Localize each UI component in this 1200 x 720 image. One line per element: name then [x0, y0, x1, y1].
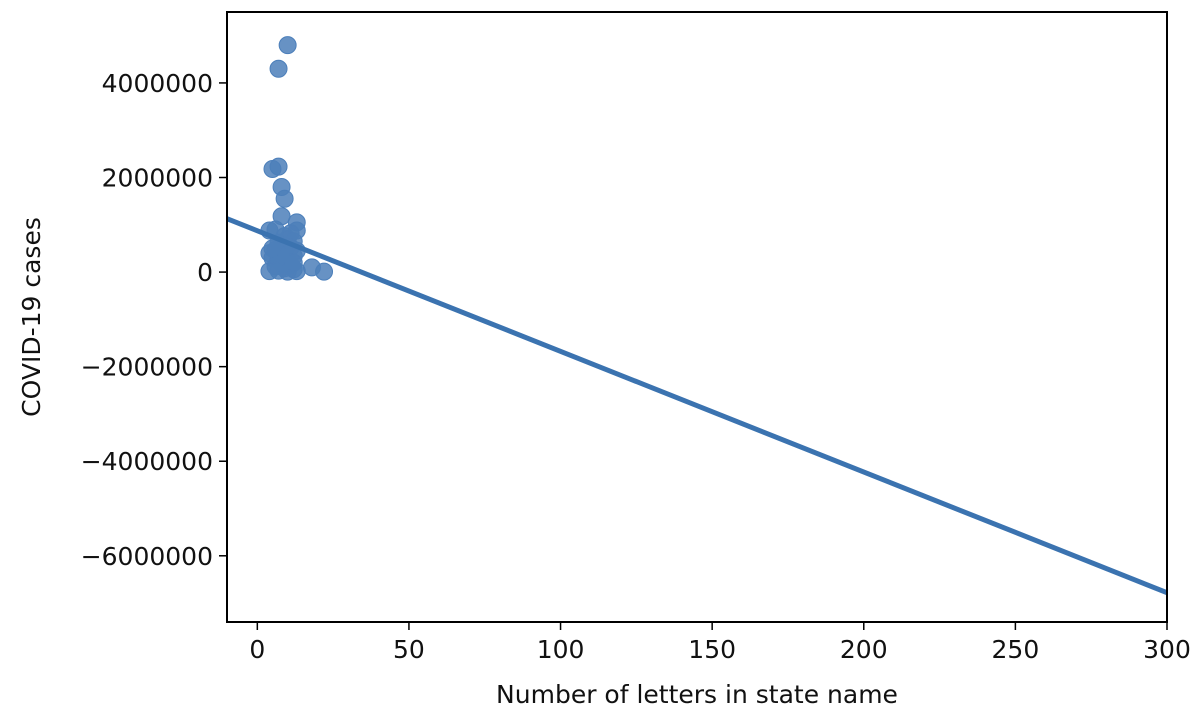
scatter-point	[284, 253, 303, 272]
x-tick-label: 150	[688, 635, 736, 664]
x-axis: 0 50 100 150 200 250 300	[249, 622, 1191, 664]
x-axis-label: Number of letters in state name	[496, 680, 898, 709]
regression-line	[226, 216, 1168, 596]
scatter-point	[263, 239, 282, 258]
x-tick-label: 0	[249, 635, 265, 664]
scatter-point	[269, 157, 288, 176]
scatter-point	[275, 189, 294, 208]
y-axis-label: COVID-19 cases	[17, 217, 46, 417]
x-tick-label: 300	[1143, 635, 1191, 664]
scatter-point	[269, 59, 288, 78]
chart-marks	[226, 36, 1168, 596]
y-tick-label: −6000000	[81, 542, 213, 571]
x-tick-label: 200	[840, 635, 888, 664]
x-tick-label: 100	[537, 635, 585, 664]
scatter-point	[278, 36, 297, 55]
y-axis: 4000000 2000000 0 −2000000 −4000000 −6000000	[81, 69, 227, 571]
scatter-point	[315, 262, 334, 281]
x-tick-label: 50	[393, 635, 425, 664]
y-tick-label: 4000000	[102, 69, 213, 98]
y-tick-label: −4000000	[81, 447, 213, 476]
y-tick-label: 0	[197, 258, 213, 287]
y-tick-label: −2000000	[81, 353, 213, 382]
x-tick-label: 250	[992, 635, 1040, 664]
y-tick-label: 2000000	[102, 164, 213, 193]
plot-frame	[226, 11, 1168, 623]
